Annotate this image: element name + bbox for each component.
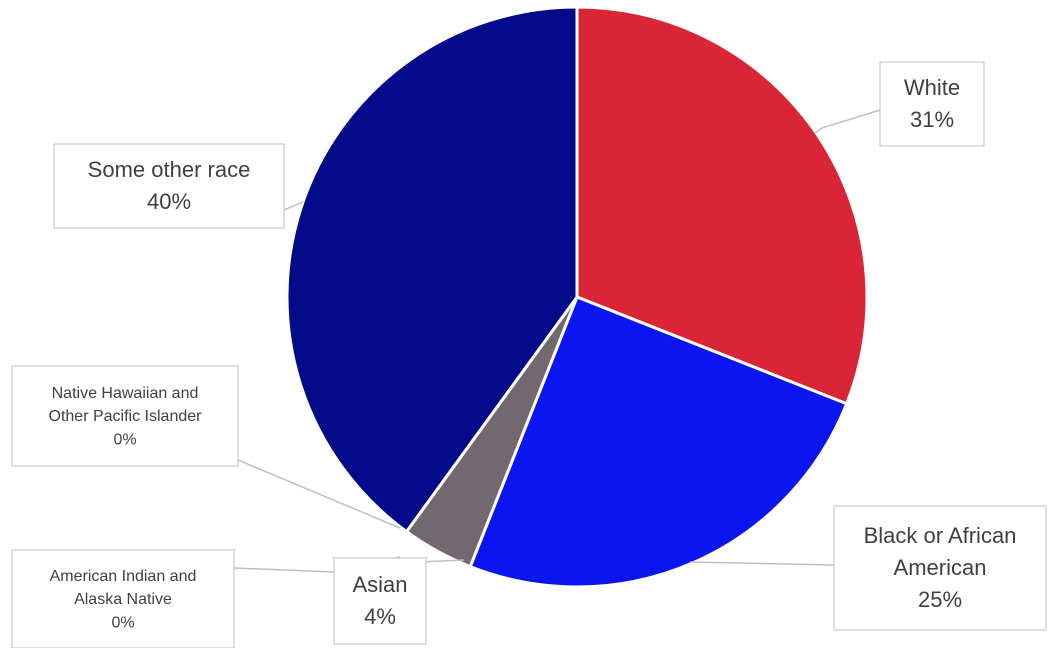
- pie-data-labels: White 31% Black or African American 25% Asian…: [11, 61, 1047, 648]
- label-category: Alaska Native: [74, 591, 172, 608]
- slice-white: [575, 5, 869, 406]
- leader-line: [814, 109, 881, 134]
- leader-line: [233, 567, 335, 573]
- label-category: American: [894, 555, 987, 580]
- leader-line: [283, 201, 304, 211]
- slice-black-or-african-american: [468, 295, 849, 589]
- label-box: [11, 365, 239, 467]
- label-box: [879, 61, 985, 147]
- slice-some-other-race: [285, 5, 579, 534]
- label-category: Other Pacific Islander: [49, 408, 203, 425]
- label-category: White: [904, 75, 960, 100]
- label-percent: 25%: [918, 587, 962, 612]
- label-box: [11, 549, 235, 648]
- pie-slices: [285, 5, 869, 589]
- label-box: [833, 505, 1047, 631]
- label-percent: 40%: [147, 189, 191, 214]
- label-category: American Indian and: [50, 568, 197, 585]
- data-label-asian: Asian 4%: [333, 556, 465, 645]
- label-box: [333, 557, 427, 645]
- label-category: Asian: [352, 572, 407, 597]
- leader-line: [237, 459, 401, 529]
- label-percent: 0%: [111, 614, 134, 631]
- data-label-american-indian-and-alaska-native: American Indian and Alaska Native 0%: [11, 549, 335, 648]
- label-category: Some other race: [88, 157, 251, 182]
- label-percent: 4%: [364, 604, 396, 629]
- label-percent: 31%: [910, 107, 954, 132]
- label-box: [53, 143, 285, 229]
- label-category: Black or African: [864, 523, 1017, 548]
- label-category: Native Hawaiian and: [52, 385, 199, 402]
- data-label-white: White 31%: [814, 61, 985, 147]
- data-label-some-other-race: Some other race 40%: [53, 143, 304, 229]
- label-percent: 0%: [113, 431, 136, 448]
- data-label-native-hawaiian-and-other-pacific-islander: Native Hawaiian and Other Pacific Islande…: [11, 365, 401, 529]
- data-label-black-or-african-american: Black or African American 25%: [689, 505, 1047, 631]
- leader-line: [689, 561, 835, 566]
